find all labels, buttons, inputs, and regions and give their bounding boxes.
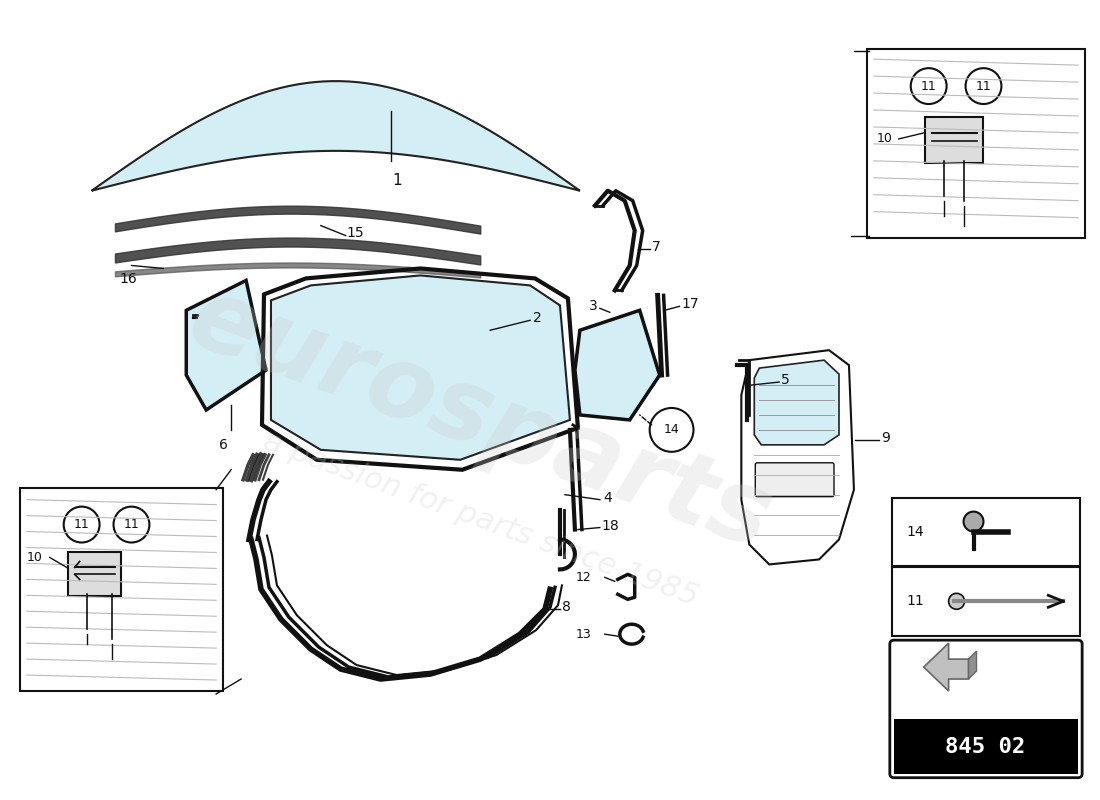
Circle shape bbox=[948, 594, 965, 610]
FancyBboxPatch shape bbox=[20, 488, 223, 691]
Circle shape bbox=[966, 68, 1001, 104]
FancyBboxPatch shape bbox=[894, 719, 1078, 774]
Polygon shape bbox=[924, 643, 968, 691]
Polygon shape bbox=[575, 310, 660, 420]
Text: 10: 10 bbox=[877, 133, 893, 146]
Circle shape bbox=[113, 506, 150, 542]
Polygon shape bbox=[271, 275, 570, 460]
FancyBboxPatch shape bbox=[756, 462, 834, 497]
Text: 2: 2 bbox=[534, 311, 542, 326]
Text: eurosparts: eurosparts bbox=[176, 270, 784, 570]
Text: a passion for parts since 1985: a passion for parts since 1985 bbox=[258, 427, 702, 612]
Text: 4: 4 bbox=[603, 490, 612, 505]
FancyBboxPatch shape bbox=[890, 640, 1082, 778]
Text: 11: 11 bbox=[74, 518, 89, 531]
Text: 7: 7 bbox=[651, 239, 660, 254]
Text: 9: 9 bbox=[881, 431, 890, 445]
Polygon shape bbox=[755, 360, 839, 445]
FancyBboxPatch shape bbox=[68, 553, 121, 596]
Text: 6: 6 bbox=[219, 438, 228, 452]
Text: 18: 18 bbox=[602, 518, 619, 533]
Text: 14: 14 bbox=[906, 525, 924, 538]
Polygon shape bbox=[91, 81, 580, 190]
Text: 1: 1 bbox=[393, 173, 403, 188]
Text: 12: 12 bbox=[576, 571, 592, 584]
FancyBboxPatch shape bbox=[892, 498, 1080, 566]
Text: 14: 14 bbox=[663, 423, 680, 436]
Text: 17: 17 bbox=[682, 298, 700, 311]
Polygon shape bbox=[186, 281, 266, 410]
Text: 11: 11 bbox=[906, 594, 924, 608]
Text: 8: 8 bbox=[562, 600, 571, 614]
Text: 10: 10 bbox=[26, 551, 43, 564]
Text: 3: 3 bbox=[590, 299, 597, 314]
Text: 16: 16 bbox=[120, 273, 138, 286]
Text: 11: 11 bbox=[976, 79, 991, 93]
Text: 11: 11 bbox=[921, 79, 936, 93]
Polygon shape bbox=[968, 651, 977, 679]
Text: 845 02: 845 02 bbox=[945, 737, 1025, 757]
Circle shape bbox=[911, 68, 947, 104]
FancyBboxPatch shape bbox=[892, 567, 1080, 636]
FancyBboxPatch shape bbox=[925, 117, 983, 163]
Text: 13: 13 bbox=[576, 628, 592, 641]
Circle shape bbox=[964, 512, 983, 531]
Circle shape bbox=[650, 408, 693, 452]
Text: 15: 15 bbox=[346, 226, 364, 239]
FancyBboxPatch shape bbox=[867, 50, 1085, 238]
Text: 11: 11 bbox=[123, 518, 140, 531]
Circle shape bbox=[64, 506, 100, 542]
Text: 5: 5 bbox=[781, 373, 790, 387]
Polygon shape bbox=[741, 350, 854, 565]
